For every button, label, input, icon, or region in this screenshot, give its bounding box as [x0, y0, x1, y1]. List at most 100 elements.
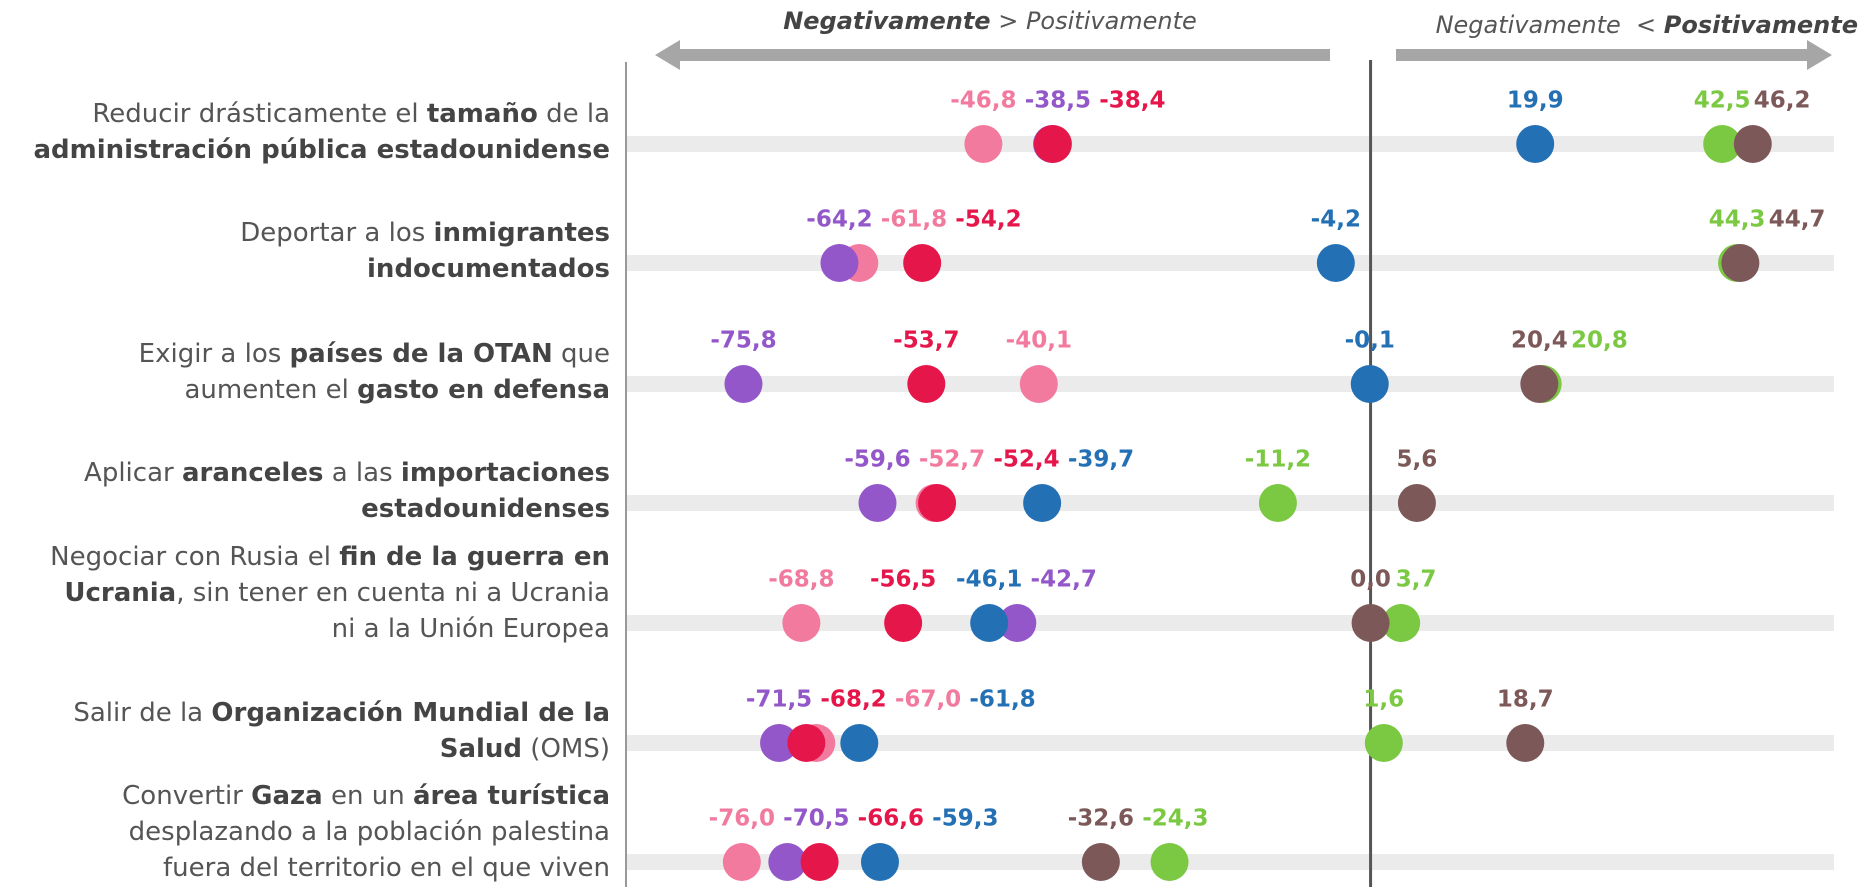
dot — [782, 604, 821, 642]
value-label: -32,6 — [1068, 806, 1134, 832]
dot — [800, 843, 839, 881]
dot — [964, 125, 1003, 163]
value-label: -59,3 — [932, 806, 998, 832]
text-segment: que — [553, 339, 610, 369]
arrow-left-head — [655, 40, 680, 70]
value-label: -71,5 — [746, 687, 812, 713]
value-label: -61,8 — [969, 687, 1035, 713]
arrow-right-head — [1807, 40, 1832, 70]
dot — [1081, 843, 1120, 881]
value-label: -52,4 — [993, 447, 1059, 473]
text-segment: (OMS) — [522, 734, 610, 764]
text-segment: Negativamente — [783, 7, 990, 35]
category-label: ni a la Unión Europea — [332, 614, 610, 644]
text-segment: Salir de la — [73, 698, 211, 728]
dot — [1150, 843, 1189, 881]
text-segment: gasto en defensa — [357, 375, 610, 405]
header-arrows — [655, 40, 1832, 70]
text-segment: Ucrania — [64, 578, 176, 608]
value-label: -56,5 — [870, 567, 936, 593]
category-label: Ucrania, sin tener en cuenta ni a Ucrani… — [64, 578, 610, 608]
value-label: 0,0 — [1350, 567, 1391, 593]
text-segment: Organización Mundial de la — [211, 698, 610, 728]
dot — [768, 843, 807, 881]
dot — [1733, 125, 1772, 163]
text-segment: Negativamente < — [1436, 11, 1664, 39]
dot — [820, 244, 859, 282]
category-label: desplazando a la población palestina — [129, 817, 610, 847]
dot — [1364, 724, 1403, 762]
value-label: 1,6 — [1363, 687, 1404, 713]
category-label: Salud (OMS) — [440, 734, 610, 764]
dot — [970, 604, 1009, 642]
dot — [787, 724, 826, 762]
text-segment: Exigir a los — [139, 339, 290, 369]
value-label: -38,4 — [1099, 88, 1165, 114]
dot — [1506, 724, 1545, 762]
value-label: -4,2 — [1311, 207, 1361, 233]
dot — [1397, 484, 1436, 522]
dot — [1351, 604, 1390, 642]
dot — [918, 484, 957, 522]
text-segment: Aplicar — [84, 458, 182, 488]
dot — [1516, 125, 1555, 163]
value-label: -39,7 — [1068, 447, 1134, 473]
text-segment: ni a la Unión Europea — [332, 614, 610, 644]
value-label: -40,1 — [1006, 328, 1072, 354]
value-label: 5,6 — [1397, 447, 1438, 473]
value-label: -68,8 — [768, 567, 834, 593]
value-label: 20,8 — [1571, 328, 1628, 354]
value-label: -53,7 — [893, 328, 959, 354]
text-line: Negativamente > Positivamente — [783, 7, 1197, 35]
category-label: Deportar a los inmigrantes — [240, 218, 610, 248]
text-segment: área turística — [413, 781, 610, 811]
text-line: Negativamente < Positivamente — [1436, 11, 1858, 39]
value-label: -64,2 — [806, 207, 872, 233]
dot — [998, 604, 1037, 642]
value-label: -66,6 — [858, 806, 924, 832]
text-segment: Reducir drásticamente el — [92, 99, 426, 129]
text-segment: , sin tener en cuenta ni a Ucrania — [176, 578, 610, 608]
text-segment: > Positivamente — [991, 7, 1197, 35]
category-label: Exigir a los países de la OTAN que — [139, 339, 610, 369]
dot — [1703, 125, 1742, 163]
text-segment: Negociar con Rusia el — [50, 542, 339, 572]
dot — [903, 244, 942, 282]
category-label: Reducir drásticamente el tamaño de la — [92, 99, 610, 129]
dot — [724, 365, 763, 403]
dot — [1382, 604, 1421, 642]
row-stripe — [626, 615, 1834, 631]
value-label: 3,7 — [1396, 567, 1437, 593]
dot — [860, 843, 899, 881]
value-label: -68,2 — [820, 687, 886, 713]
value-label: 20,4 — [1511, 328, 1568, 354]
value-label: 44,7 — [1769, 207, 1826, 233]
category-label: Convertir Gaza en un área turística — [122, 781, 610, 811]
value-label: -67,0 — [895, 687, 961, 713]
text-segment: importaciones — [401, 458, 610, 488]
text-segment: desplazando a la población palestina — [129, 817, 610, 847]
value-label: 46,2 — [1754, 88, 1811, 114]
row-stripe — [626, 255, 1834, 271]
value-label: -70,5 — [783, 806, 849, 832]
text-segment: Convertir — [122, 781, 251, 811]
dot — [722, 843, 761, 881]
dot — [1258, 484, 1297, 522]
text-segment: aumenten el — [184, 375, 357, 405]
text-segment: inmigrantes — [434, 218, 610, 248]
value-label: -42,7 — [1031, 567, 1097, 593]
dot — [884, 604, 923, 642]
value-label: -61,8 — [881, 207, 947, 233]
category-label: aumenten el gasto en defensa — [184, 375, 610, 405]
value-label: -0,1 — [1345, 328, 1395, 354]
value-label: 42,5 — [1694, 88, 1751, 114]
category-label: estadounidenses — [361, 494, 610, 524]
value-label: -52,7 — [919, 447, 985, 473]
value-label: -76,0 — [709, 806, 775, 832]
dot — [1023, 484, 1062, 522]
category-label: indocumentados — [367, 254, 610, 284]
value-label: -46,8 — [950, 88, 1016, 114]
value-label: -59,6 — [844, 447, 910, 473]
text-segment: fin de la guerra en — [339, 542, 610, 572]
text-segment: estadounidenses — [361, 494, 610, 524]
